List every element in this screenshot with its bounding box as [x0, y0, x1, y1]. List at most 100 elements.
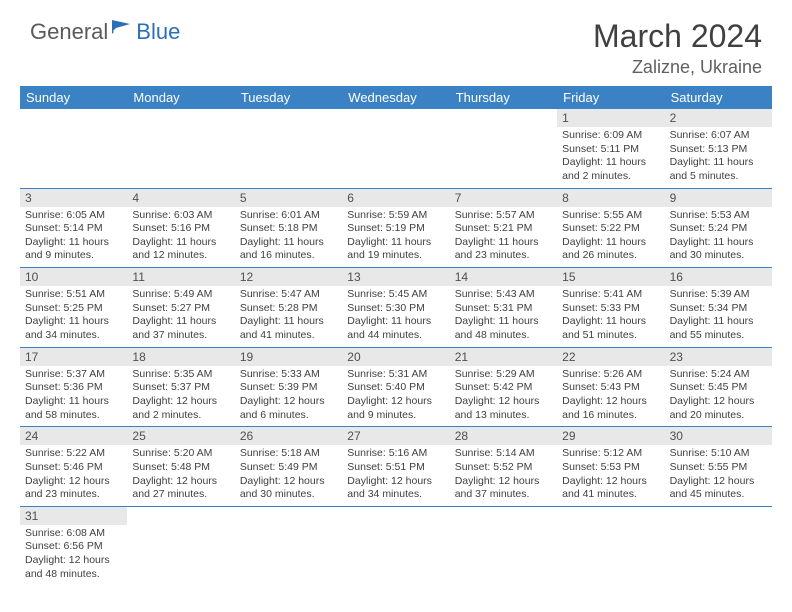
sunrise-text: Sunrise: 5:47 AM [240, 288, 337, 302]
day-details: Sunrise: 5:31 AMSunset: 5:40 PMDaylight:… [342, 366, 449, 427]
day-cell: 14Sunrise: 5:43 AMSunset: 5:31 PMDayligh… [450, 268, 557, 347]
daylight-text: Daylight: 12 hours and 34 minutes. [347, 475, 444, 502]
day-details: Sunrise: 5:14 AMSunset: 5:52 PMDaylight:… [450, 445, 557, 506]
logo-text-blue: Blue [136, 19, 180, 45]
title-block: March 2024 Zalizne, Ukraine [593, 18, 762, 78]
day-details: Sunrise: 5:57 AMSunset: 5:21 PMDaylight:… [450, 207, 557, 268]
empty-cell [342, 109, 449, 188]
daylight-text: Daylight: 11 hours and 9 minutes. [25, 236, 122, 263]
day-header-row: SundayMondayTuesdayWednesdayThursdayFrid… [20, 86, 772, 109]
sunrise-text: Sunrise: 5:55 AM [562, 209, 659, 223]
sunrise-text: Sunrise: 6:08 AM [25, 527, 122, 541]
daylight-text: Daylight: 12 hours and 45 minutes. [670, 475, 767, 502]
sunrise-text: Sunrise: 5:43 AM [455, 288, 552, 302]
day-header-sunday: Sunday [20, 86, 127, 109]
day-details: Sunrise: 5:39 AMSunset: 5:34 PMDaylight:… [665, 286, 772, 347]
day-cell: 8Sunrise: 5:55 AMSunset: 5:22 PMDaylight… [557, 189, 664, 268]
day-details: Sunrise: 5:51 AMSunset: 5:25 PMDaylight:… [20, 286, 127, 347]
sunrise-text: Sunrise: 5:45 AM [347, 288, 444, 302]
day-cell: 31Sunrise: 6:08 AMSunset: 6:56 PMDayligh… [20, 507, 127, 586]
date-number: 14 [450, 268, 557, 286]
daylight-text: Daylight: 11 hours and 30 minutes. [670, 236, 767, 263]
sunset-text: Sunset: 5:22 PM [562, 222, 659, 236]
day-cell: 30Sunrise: 5:10 AMSunset: 5:55 PMDayligh… [665, 427, 772, 506]
sunset-text: Sunset: 5:52 PM [455, 461, 552, 475]
day-cell: 19Sunrise: 5:33 AMSunset: 5:39 PMDayligh… [235, 348, 342, 427]
empty-cell [665, 507, 772, 586]
daylight-text: Daylight: 12 hours and 48 minutes. [25, 554, 122, 581]
sunset-text: Sunset: 5:30 PM [347, 302, 444, 316]
daylight-text: Daylight: 12 hours and 27 minutes. [132, 475, 229, 502]
date-number: 20 [342, 348, 449, 366]
location: Zalizne, Ukraine [593, 57, 762, 78]
sunset-text: Sunset: 5:19 PM [347, 222, 444, 236]
day-cell: 9Sunrise: 5:53 AMSunset: 5:24 PMDaylight… [665, 189, 772, 268]
sunset-text: Sunset: 6:56 PM [25, 540, 122, 554]
daylight-text: Daylight: 12 hours and 6 minutes. [240, 395, 337, 422]
daylight-text: Daylight: 11 hours and 37 minutes. [132, 315, 229, 342]
sunrise-text: Sunrise: 6:07 AM [670, 129, 767, 143]
week-row: 31Sunrise: 6:08 AMSunset: 6:56 PMDayligh… [20, 507, 772, 586]
day-details: Sunrise: 6:07 AMSunset: 5:13 PMDaylight:… [665, 127, 772, 188]
date-number: 24 [20, 427, 127, 445]
logo-text-general: General [30, 19, 108, 45]
empty-cell [450, 109, 557, 188]
week-row: 1Sunrise: 6:09 AMSunset: 5:11 PMDaylight… [20, 109, 772, 189]
day-details: Sunrise: 5:59 AMSunset: 5:19 PMDaylight:… [342, 207, 449, 268]
day-cell: 5Sunrise: 6:01 AMSunset: 5:18 PMDaylight… [235, 189, 342, 268]
logo-flag-icon [112, 18, 134, 39]
day-details: Sunrise: 5:24 AMSunset: 5:45 PMDaylight:… [665, 366, 772, 427]
day-cell: 15Sunrise: 5:41 AMSunset: 5:33 PMDayligh… [557, 268, 664, 347]
empty-cell [235, 507, 342, 586]
date-number: 28 [450, 427, 557, 445]
sunset-text: Sunset: 5:49 PM [240, 461, 337, 475]
sunset-text: Sunset: 5:14 PM [25, 222, 122, 236]
sunrise-text: Sunrise: 5:12 AM [562, 447, 659, 461]
sunrise-text: Sunrise: 5:22 AM [25, 447, 122, 461]
date-number: 12 [235, 268, 342, 286]
sunset-text: Sunset: 5:42 PM [455, 381, 552, 395]
sunset-text: Sunset: 5:21 PM [455, 222, 552, 236]
sunrise-text: Sunrise: 5:57 AM [455, 209, 552, 223]
daylight-text: Daylight: 11 hours and 26 minutes. [562, 236, 659, 263]
sunrise-text: Sunrise: 5:18 AM [240, 447, 337, 461]
sunrise-text: Sunrise: 5:14 AM [455, 447, 552, 461]
daylight-text: Daylight: 11 hours and 44 minutes. [347, 315, 444, 342]
sunrise-text: Sunrise: 5:26 AM [562, 368, 659, 382]
day-cell: 26Sunrise: 5:18 AMSunset: 5:49 PMDayligh… [235, 427, 342, 506]
sunrise-text: Sunrise: 5:35 AM [132, 368, 229, 382]
day-cell: 10Sunrise: 5:51 AMSunset: 5:25 PMDayligh… [20, 268, 127, 347]
daylight-text: Daylight: 11 hours and 16 minutes. [240, 236, 337, 263]
day-details: Sunrise: 5:45 AMSunset: 5:30 PMDaylight:… [342, 286, 449, 347]
sunset-text: Sunset: 5:45 PM [670, 381, 767, 395]
day-cell: 12Sunrise: 5:47 AMSunset: 5:28 PMDayligh… [235, 268, 342, 347]
date-number: 21 [450, 348, 557, 366]
sunset-text: Sunset: 5:43 PM [562, 381, 659, 395]
date-number: 11 [127, 268, 234, 286]
daylight-text: Daylight: 12 hours and 13 minutes. [455, 395, 552, 422]
sunset-text: Sunset: 5:16 PM [132, 222, 229, 236]
sunset-text: Sunset: 5:48 PM [132, 461, 229, 475]
day-cell: 25Sunrise: 5:20 AMSunset: 5:48 PMDayligh… [127, 427, 234, 506]
sunset-text: Sunset: 5:24 PM [670, 222, 767, 236]
day-cell: 13Sunrise: 5:45 AMSunset: 5:30 PMDayligh… [342, 268, 449, 347]
day-cell: 2Sunrise: 6:07 AMSunset: 5:13 PMDaylight… [665, 109, 772, 188]
sunrise-text: Sunrise: 6:01 AM [240, 209, 337, 223]
sunset-text: Sunset: 5:51 PM [347, 461, 444, 475]
sunrise-text: Sunrise: 5:53 AM [670, 209, 767, 223]
sunrise-text: Sunrise: 5:37 AM [25, 368, 122, 382]
day-details: Sunrise: 5:37 AMSunset: 5:36 PMDaylight:… [20, 366, 127, 427]
empty-cell [127, 507, 234, 586]
day-details: Sunrise: 5:22 AMSunset: 5:46 PMDaylight:… [20, 445, 127, 506]
daylight-text: Daylight: 11 hours and 19 minutes. [347, 236, 444, 263]
date-number: 4 [127, 189, 234, 207]
day-cell: 18Sunrise: 5:35 AMSunset: 5:37 PMDayligh… [127, 348, 234, 427]
sunrise-text: Sunrise: 6:03 AM [132, 209, 229, 223]
day-details: Sunrise: 5:55 AMSunset: 5:22 PMDaylight:… [557, 207, 664, 268]
week-row: 17Sunrise: 5:37 AMSunset: 5:36 PMDayligh… [20, 348, 772, 428]
empty-cell [342, 507, 449, 586]
sunset-text: Sunset: 5:27 PM [132, 302, 229, 316]
day-header-friday: Friday [557, 86, 664, 109]
day-header-thursday: Thursday [450, 86, 557, 109]
day-details: Sunrise: 5:33 AMSunset: 5:39 PMDaylight:… [235, 366, 342, 427]
